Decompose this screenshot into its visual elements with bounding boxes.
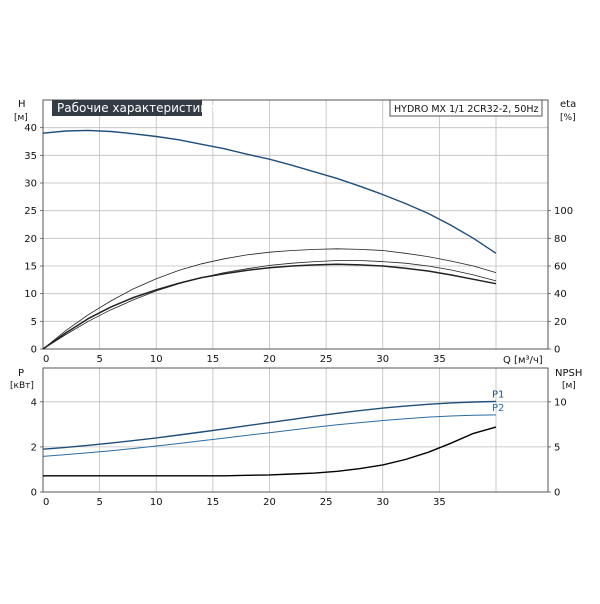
head-tick-labels: 0 5 10 15 20 25 30 35 40 xyxy=(24,123,37,355)
bottom-left-tick-label: 4 xyxy=(31,397,37,408)
bottom-x-tick-label: 30 xyxy=(376,497,389,508)
bottom-x-tick-label: 10 xyxy=(150,497,163,508)
top-right-tick-label: 20 xyxy=(554,317,567,328)
top-x-tick-label: 25 xyxy=(320,354,333,365)
power-axis-unit: [кВт] xyxy=(10,381,34,391)
top-left-tick-label: 20 xyxy=(24,234,37,245)
npsh-axis-unit: [м] xyxy=(562,381,576,391)
head-axis-unit: [м] xyxy=(14,113,28,123)
eta-axis-unit: [%] xyxy=(560,113,576,123)
top-series-line-1 xyxy=(42,129,497,254)
bottom-left-tick-label: 0 xyxy=(31,488,37,499)
top-right-tick-label: 100 xyxy=(554,206,573,217)
top-left-tick-label: 25 xyxy=(24,206,37,217)
top-x-tick-label: 35 xyxy=(433,354,446,365)
top-grid xyxy=(40,100,551,350)
top-x-tick-label: 0 xyxy=(43,354,49,365)
npsh-axis-label: NPSH xyxy=(555,368,582,379)
bottom-x-tick-label: 15 xyxy=(207,497,220,508)
head-axis-label: H xyxy=(18,99,26,110)
npsh-tick-labels: 0 5 10 xyxy=(554,397,567,498)
eta-axis-label: eta xyxy=(560,99,576,110)
flow-axis-label: Q [м³/ч] xyxy=(503,355,543,366)
top-x-tick-label: 5 xyxy=(96,354,102,365)
top-left-tick-label: 30 xyxy=(24,179,37,190)
series-label-p2: P2 xyxy=(492,403,504,414)
bottom-left-tick-label: 2 xyxy=(31,442,37,453)
top-x-tick-label: 10 xyxy=(150,354,163,365)
bottom-x-tick-label: 35 xyxy=(433,497,446,508)
power-axis-label: P xyxy=(18,368,24,379)
model-label: HYDRO MX 1/1 2CR32-2, 50Hz xyxy=(394,104,539,115)
bottom-right-tick-label: 0 xyxy=(554,488,560,499)
top-plot-frame xyxy=(42,99,549,350)
top-left-tick-label: 40 xyxy=(24,123,37,134)
top-series-line-2 xyxy=(42,248,497,350)
top-right-tick-label: 40 xyxy=(554,289,567,300)
top-right-tick-label: 80 xyxy=(554,234,567,245)
top-panel: Рабочие характеристики HYDRO MX 1/1 2CR3… xyxy=(14,99,576,366)
top-left-tick-label: 0 xyxy=(31,345,37,356)
top-x-tick-label: 20 xyxy=(263,354,276,365)
top-x-tick-label: 30 xyxy=(376,354,389,365)
bottom-series-line-1 xyxy=(42,400,497,450)
title-banner xyxy=(52,100,202,116)
power-tick-labels: 0 2 4 xyxy=(31,397,37,498)
top-right-tick-label: 60 xyxy=(554,262,567,273)
top-series-line-3 xyxy=(42,263,497,350)
bottom-x-tick-label: 0 xyxy=(43,497,49,508)
top-left-tick-label: 15 xyxy=(24,262,37,273)
top-right-tick-label: 0 xyxy=(554,345,560,356)
bottom-series-line-2 xyxy=(42,414,497,457)
bottom-plot-frame xyxy=(42,367,549,493)
bottom-x-tick-label: 20 xyxy=(263,497,276,508)
bottom-x-tick-label: 5 xyxy=(96,497,102,508)
bottom-panel: P [кВт] NPSH [м] 0 2 4 0 5 10 0 5 10 15 20 25 30 35… xyxy=(10,367,582,508)
top-series-line-4 xyxy=(42,260,497,350)
bottom-x-tick-label: 25 xyxy=(320,497,333,508)
top-left-tick-label: 10 xyxy=(24,289,37,300)
top-x-tick-label: 15 xyxy=(207,354,220,365)
flow-tick-labels-bottom: 0 5 10 15 20 25 30 35 xyxy=(43,497,446,508)
bottom-series-line-3 xyxy=(43,426,497,477)
bottom-right-tick-label: 5 xyxy=(554,442,560,453)
model-box xyxy=(389,99,543,117)
chart-title: Рабочие характеристики xyxy=(57,101,215,115)
flow-tick-labels-top: 0 5 10 15 20 25 30 35 xyxy=(43,354,446,365)
bottom-right-tick-label: 10 xyxy=(554,397,567,408)
top-left-tick-label: 35 xyxy=(24,151,37,162)
top-series xyxy=(42,129,497,350)
top-left-tick-label: 5 xyxy=(31,317,37,328)
series-label-p1: P1 xyxy=(492,389,504,400)
eta-tick-labels: 0 20 40 60 80 100 xyxy=(554,206,573,355)
